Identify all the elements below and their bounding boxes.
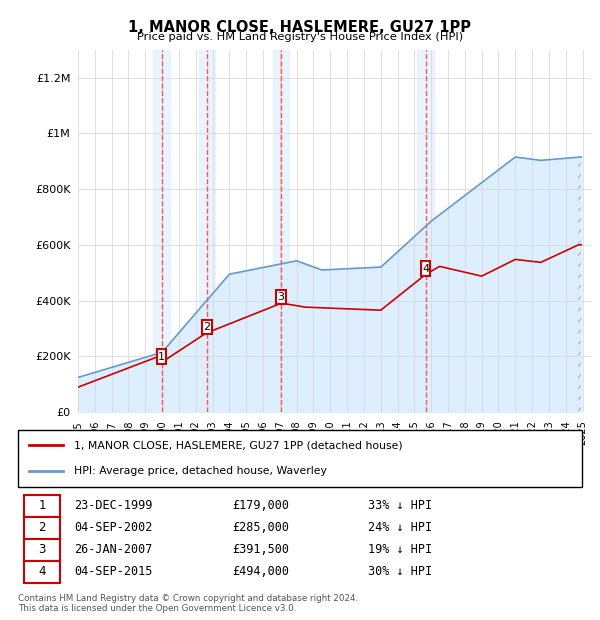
- Text: 1, MANOR CLOSE, HASLEMERE, GU27 1PP (detached house): 1, MANOR CLOSE, HASLEMERE, GU27 1PP (det…: [74, 440, 403, 450]
- FancyBboxPatch shape: [23, 516, 60, 539]
- FancyBboxPatch shape: [157, 349, 166, 364]
- Text: 1, MANOR CLOSE, HASLEMERE, GU27 1PP: 1, MANOR CLOSE, HASLEMERE, GU27 1PP: [128, 20, 472, 35]
- Text: 04-SEP-2002: 04-SEP-2002: [74, 521, 153, 534]
- FancyBboxPatch shape: [23, 561, 60, 583]
- Text: Price paid vs. HM Land Registry's House Price Index (HPI): Price paid vs. HM Land Registry's House …: [137, 32, 463, 42]
- Text: 3: 3: [38, 543, 46, 556]
- Text: 4: 4: [38, 565, 46, 578]
- Bar: [272, 50, 289, 412]
- Bar: [153, 50, 170, 412]
- Text: 23-DEC-1999: 23-DEC-1999: [74, 499, 153, 512]
- Text: 33% ↓ HPI: 33% ↓ HPI: [368, 499, 432, 512]
- Text: HPI: Average price, detached house, Waverley: HPI: Average price, detached house, Wave…: [74, 466, 327, 476]
- Text: 24% ↓ HPI: 24% ↓ HPI: [368, 521, 432, 534]
- Text: £179,000: £179,000: [232, 499, 289, 512]
- Text: 19% ↓ HPI: 19% ↓ HPI: [368, 543, 432, 556]
- FancyBboxPatch shape: [23, 539, 60, 561]
- Text: 30% ↓ HPI: 30% ↓ HPI: [368, 565, 432, 578]
- Text: 2: 2: [203, 322, 211, 332]
- FancyBboxPatch shape: [23, 495, 60, 516]
- FancyBboxPatch shape: [18, 430, 582, 487]
- Text: £285,000: £285,000: [232, 521, 289, 534]
- Text: 2: 2: [38, 521, 46, 534]
- Bar: [417, 50, 434, 412]
- Text: 26-JAN-2007: 26-JAN-2007: [74, 543, 153, 556]
- Text: 1: 1: [158, 352, 165, 361]
- Text: Contains HM Land Registry data © Crown copyright and database right 2024.
This d: Contains HM Land Registry data © Crown c…: [18, 594, 358, 613]
- FancyBboxPatch shape: [421, 262, 430, 276]
- Text: 3: 3: [278, 292, 284, 302]
- Text: £494,000: £494,000: [232, 565, 289, 578]
- Text: £391,500: £391,500: [232, 543, 289, 556]
- Text: 1: 1: [38, 499, 46, 512]
- FancyBboxPatch shape: [202, 320, 212, 334]
- Text: 4: 4: [422, 264, 429, 273]
- Bar: [199, 50, 215, 412]
- FancyBboxPatch shape: [277, 290, 286, 304]
- Text: 04-SEP-2015: 04-SEP-2015: [74, 565, 153, 578]
